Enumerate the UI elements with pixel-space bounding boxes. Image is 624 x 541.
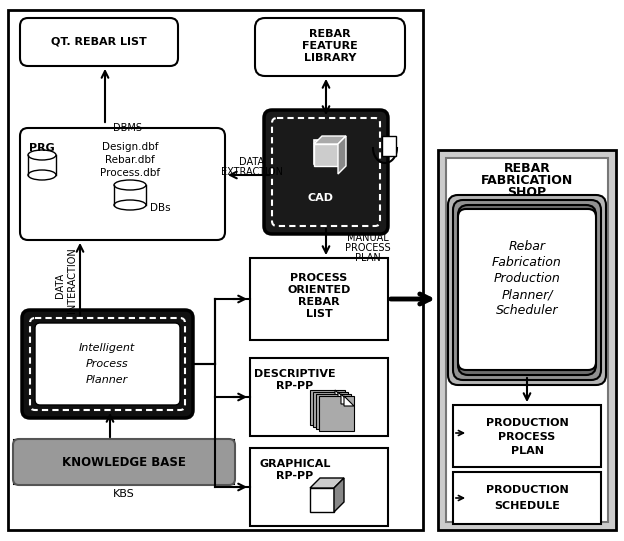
Ellipse shape (28, 170, 56, 180)
Bar (316, 394, 351, 429)
Bar (319, 396, 354, 431)
Text: REBAR: REBAR (298, 297, 340, 307)
FancyBboxPatch shape (20, 18, 178, 66)
Text: LIBRARY: LIBRARY (304, 53, 356, 63)
Text: Production: Production (494, 273, 560, 286)
Text: Planner/: Planner/ (501, 288, 553, 301)
FancyBboxPatch shape (458, 209, 596, 370)
Text: Intelligent: Intelligent (79, 343, 135, 353)
Text: PLAN: PLAN (355, 253, 381, 263)
Text: DATA: DATA (240, 157, 265, 167)
Text: SHOP: SHOP (507, 186, 547, 199)
Text: CAD: CAD (307, 193, 333, 203)
Polygon shape (310, 478, 344, 488)
Text: PRODUCTION: PRODUCTION (485, 485, 568, 495)
Text: PROCESS: PROCESS (290, 273, 348, 283)
FancyBboxPatch shape (453, 200, 601, 380)
Text: MANUAL: MANUAL (347, 233, 389, 243)
Text: PLAN: PLAN (510, 446, 544, 456)
Bar (8, 10, 423, 530)
Bar (310, 390, 345, 425)
Text: ORIENTED: ORIENTED (287, 285, 351, 295)
FancyBboxPatch shape (255, 18, 405, 76)
Bar (313, 392, 348, 427)
Text: DESCRIPTIVE: DESCRIPTIVE (254, 369, 336, 379)
FancyBboxPatch shape (35, 323, 180, 405)
Text: RP-PP: RP-PP (276, 381, 314, 391)
Text: EXTRACTION: EXTRACTION (221, 167, 283, 177)
Text: SCHEDULE: SCHEDULE (494, 501, 560, 511)
FancyBboxPatch shape (272, 118, 380, 226)
Text: Planner: Planner (86, 375, 128, 385)
FancyBboxPatch shape (458, 205, 596, 375)
Text: PROCESS: PROCESS (345, 243, 391, 253)
Bar (310, 488, 334, 512)
Text: DBMS: DBMS (114, 123, 142, 133)
Text: PROCESS: PROCESS (499, 432, 555, 442)
FancyBboxPatch shape (463, 210, 591, 370)
Text: Process.dbf: Process.dbf (100, 168, 160, 178)
Bar (250, 358, 388, 436)
Text: REBAR: REBAR (309, 29, 351, 39)
Bar (250, 448, 388, 526)
Text: PRODUCTION: PRODUCTION (485, 418, 568, 428)
Polygon shape (334, 478, 344, 512)
Text: RP-PP: RP-PP (276, 471, 314, 481)
Text: QT. REBAR LIST: QT. REBAR LIST (51, 37, 147, 47)
Polygon shape (338, 136, 346, 174)
Bar (250, 258, 388, 340)
FancyBboxPatch shape (468, 215, 586, 365)
Bar (314, 144, 338, 166)
Bar (14, 440, 234, 484)
Ellipse shape (28, 150, 56, 160)
Polygon shape (341, 394, 351, 404)
Ellipse shape (114, 180, 146, 190)
Bar (114, 185, 146, 205)
FancyBboxPatch shape (22, 310, 193, 418)
Text: LIST: LIST (306, 309, 333, 319)
FancyBboxPatch shape (264, 110, 388, 234)
Polygon shape (335, 390, 345, 400)
Bar (28, 155, 56, 175)
Bar (453, 405, 601, 467)
Polygon shape (338, 392, 348, 402)
FancyBboxPatch shape (448, 195, 606, 385)
FancyBboxPatch shape (13, 439, 235, 485)
Ellipse shape (114, 200, 146, 210)
Bar (446, 158, 608, 522)
Text: GRAPHICAL: GRAPHICAL (260, 459, 331, 469)
Text: Rebar.dbf: Rebar.dbf (105, 155, 155, 165)
Text: REBAR: REBAR (504, 162, 550, 175)
Bar (438, 150, 616, 530)
Bar (453, 472, 601, 524)
Text: FEATURE: FEATURE (302, 41, 358, 51)
Bar (382, 136, 396, 156)
Bar (314, 140, 338, 164)
Text: KBS: KBS (113, 489, 135, 499)
Text: Design.dbf: Design.dbf (102, 142, 158, 152)
FancyBboxPatch shape (20, 128, 225, 240)
Text: Rebar: Rebar (509, 241, 545, 254)
Text: Scheduler: Scheduler (495, 305, 558, 318)
FancyBboxPatch shape (30, 318, 185, 410)
Text: FABRICATION: FABRICATION (481, 174, 573, 187)
Text: Fabrication: Fabrication (492, 256, 562, 269)
Text: DBs: DBs (150, 203, 170, 213)
Text: PRG: PRG (29, 143, 55, 153)
Text: Process: Process (85, 359, 129, 369)
Polygon shape (314, 136, 346, 144)
Text: DATA: DATA (55, 273, 65, 298)
Polygon shape (344, 396, 354, 406)
Text: INTERACTION: INTERACTION (67, 247, 77, 313)
Text: KNOWLEDGE BASE: KNOWLEDGE BASE (62, 456, 186, 469)
